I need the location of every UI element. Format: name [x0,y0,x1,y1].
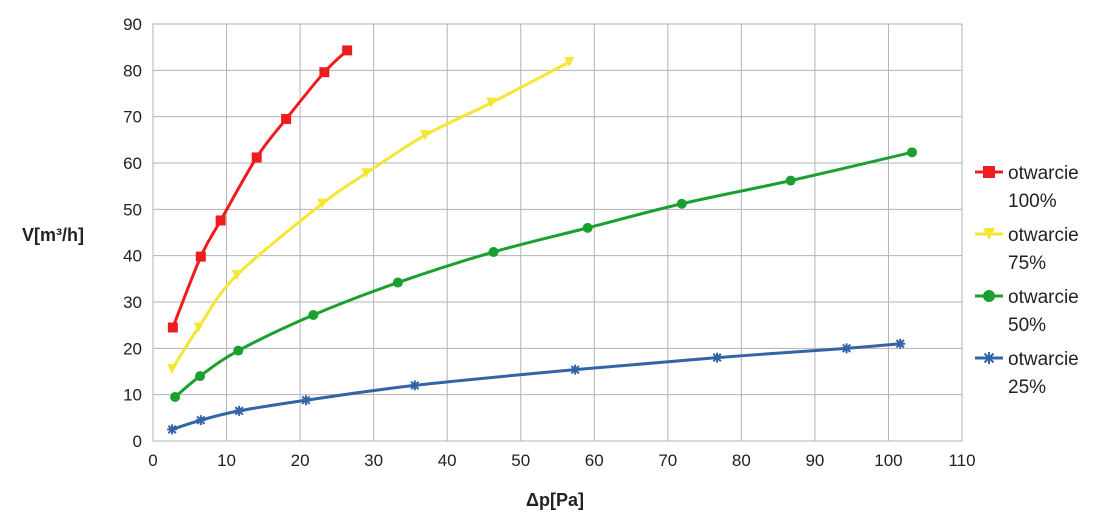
legend-swatch-marker [983,228,995,240]
legend-item: otwarcie 75% [975,225,1079,274]
x-tick-label: 20 [291,451,310,470]
data-point [215,215,226,226]
data-point [785,175,796,186]
data-point [712,352,723,363]
data-point [486,97,497,108]
data-point [564,56,575,67]
data-point [342,45,353,56]
legend-label: 75% [1008,253,1046,274]
y-tick-label: 0 [133,432,142,451]
data-point [409,380,420,391]
y-tick-label: 60 [123,154,142,173]
data-point [234,405,245,416]
series-0 [167,45,353,333]
data-point [895,338,906,349]
legend-swatch-marker [983,166,995,178]
data-point [195,371,206,382]
legend-label: otwarcie [1008,163,1079,184]
data-point [392,277,403,288]
y-axis-title: V[m³/h] [22,225,84,245]
series-3 [167,338,906,435]
data-point [167,322,178,333]
data-point [167,424,178,435]
data-point [676,198,687,209]
x-tick-label: 30 [364,451,383,470]
y-tick-label: 80 [123,61,142,80]
series-line [173,150,914,399]
y-tick-label: 30 [123,293,142,312]
data-point [233,345,244,356]
x-tick-label: 10 [217,451,236,470]
y-tick-label: 90 [123,15,142,34]
data-point [906,147,917,158]
data-point [582,222,593,233]
data-point [361,168,372,179]
legend-item: otwarcie 50% [975,287,1079,336]
series-group [167,45,917,435]
data-point [300,395,311,406]
legend: otwarcie100%otwarcie75%otwarcie50%otwarc… [975,163,1079,398]
data-point [193,322,204,333]
data-point [195,415,206,426]
x-tick-label: 40 [438,451,457,470]
legend-item: otwarcie 25% [975,349,1079,398]
grid [152,23,963,442]
data-point [841,343,852,354]
series-2 [170,147,917,402]
data-point [420,130,431,141]
legend-swatch-marker [983,352,995,364]
x-tick-label: 70 [658,451,677,470]
data-point [308,309,319,320]
x-axis-title: Δp[Pa] [526,490,584,510]
legend-label: otwarcie [1008,349,1079,370]
data-point [167,364,178,375]
x-tick-label: 50 [511,451,530,470]
legend-label: 100% [1008,191,1057,212]
legend-label: 50% [1008,315,1046,336]
data-point [317,198,328,209]
legend-label: otwarcie [1008,225,1079,246]
x-tick-label: 110 [948,451,975,470]
legend-label: otwarcie [1008,287,1079,308]
data-point [319,67,330,78]
x-tick-label: 60 [585,451,604,470]
x-tick-labels: 0 10 20 30 40 50 60 70 80 90 100 110 [148,451,975,470]
legend-swatch-marker [983,290,995,302]
y-tick-label: 20 [123,339,142,358]
x-tick-label: 80 [732,451,751,470]
data-point [488,246,499,257]
series-line [170,342,902,431]
data-point [251,152,262,163]
x-tick-label: 100 [874,451,902,470]
y-tick-label: 10 [123,386,142,405]
y-tick-label: 40 [123,247,142,266]
data-point [195,251,206,262]
plot-area [152,23,963,442]
y-tick-label: 70 [123,108,142,127]
data-point [231,270,242,281]
x-tick-label: 90 [805,451,824,470]
data-point [281,113,292,124]
x-tick-label: 0 [148,451,157,470]
y-tick-labels: 0 10 20 30 40 50 60 70 80 90 [123,15,142,451]
legend-item: otwarcie 100% [975,163,1079,212]
legend-label: 25% [1008,377,1046,398]
data-point [170,391,181,402]
data-point [570,364,581,375]
y-tick-label: 50 [123,200,142,219]
series-1 [167,56,575,375]
